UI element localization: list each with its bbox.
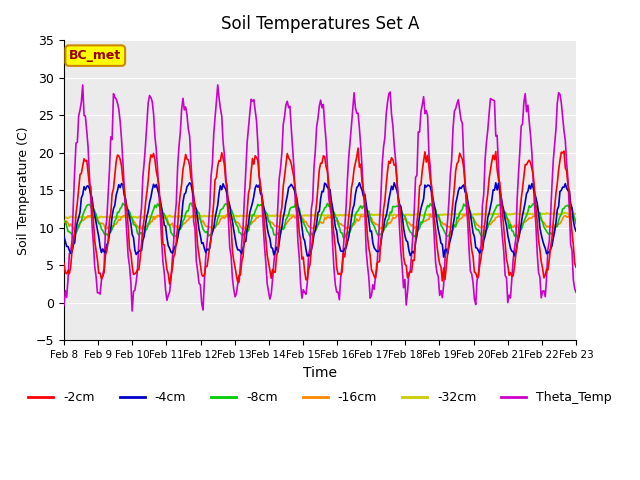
Legend: -2cm, -4cm, -8cm, -16cm, -32cm, Theta_Temp: -2cm, -4cm, -8cm, -16cm, -32cm, Theta_Te… bbox=[23, 386, 617, 409]
Y-axis label: Soil Temperature (C): Soil Temperature (C) bbox=[17, 126, 30, 254]
Title: Soil Temperatures Set A: Soil Temperatures Set A bbox=[221, 15, 419, 33]
Text: BC_met: BC_met bbox=[69, 49, 122, 62]
X-axis label: Time: Time bbox=[303, 366, 337, 380]
